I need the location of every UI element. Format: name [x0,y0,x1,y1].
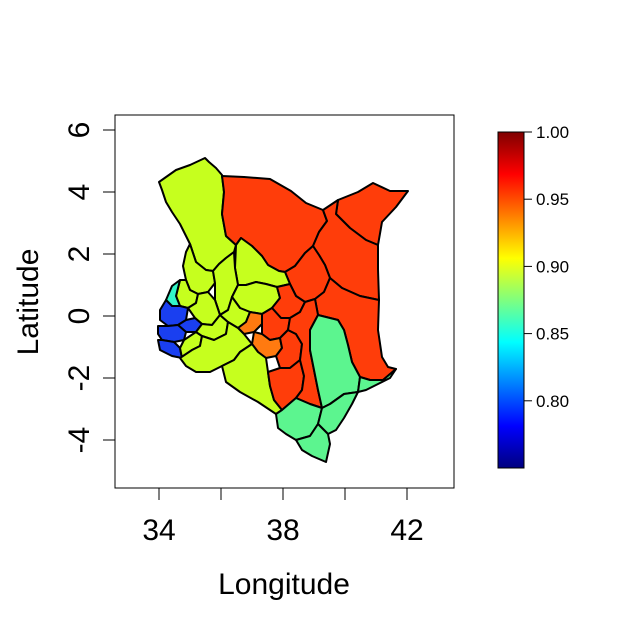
y-tick-label: -2 [63,365,96,392]
y-tick-label: 0 [63,308,96,325]
region-kwale [295,423,331,463]
colorbar-tick-label: 0.80 [536,392,569,411]
colorbar [497,131,525,469]
colorbar-tick-label: 0.85 [536,325,569,344]
colorbar-tick-label: 0.90 [536,257,569,276]
x-axis: 34 38 42 [142,488,424,547]
y-tick-label: -4 [63,427,96,454]
x-tick-label: 42 [390,514,423,547]
x-tick-label: 34 [142,514,175,547]
colorbar-ticks: 0.80 0.85 0.90 0.95 1.00 [524,123,569,411]
y-axis-title: Latitude [12,249,45,356]
y-tick-label: 4 [63,184,96,201]
y-tick-label: 2 [63,246,96,263]
colorbar-tick-label: 0.95 [536,190,569,209]
plot-frame [114,114,455,489]
region-lamu [357,368,397,393]
region-siaya [159,299,189,327]
y-tick-label: 6 [63,122,96,139]
map-regions [157,157,409,463]
x-axis-title: Longitude [218,568,350,601]
region-migori [157,339,183,359]
colorbar-tick-label: 1.00 [536,123,569,142]
x-tick-label: 38 [266,514,299,547]
y-axis: -4 -2 0 2 4 6 [63,122,115,454]
